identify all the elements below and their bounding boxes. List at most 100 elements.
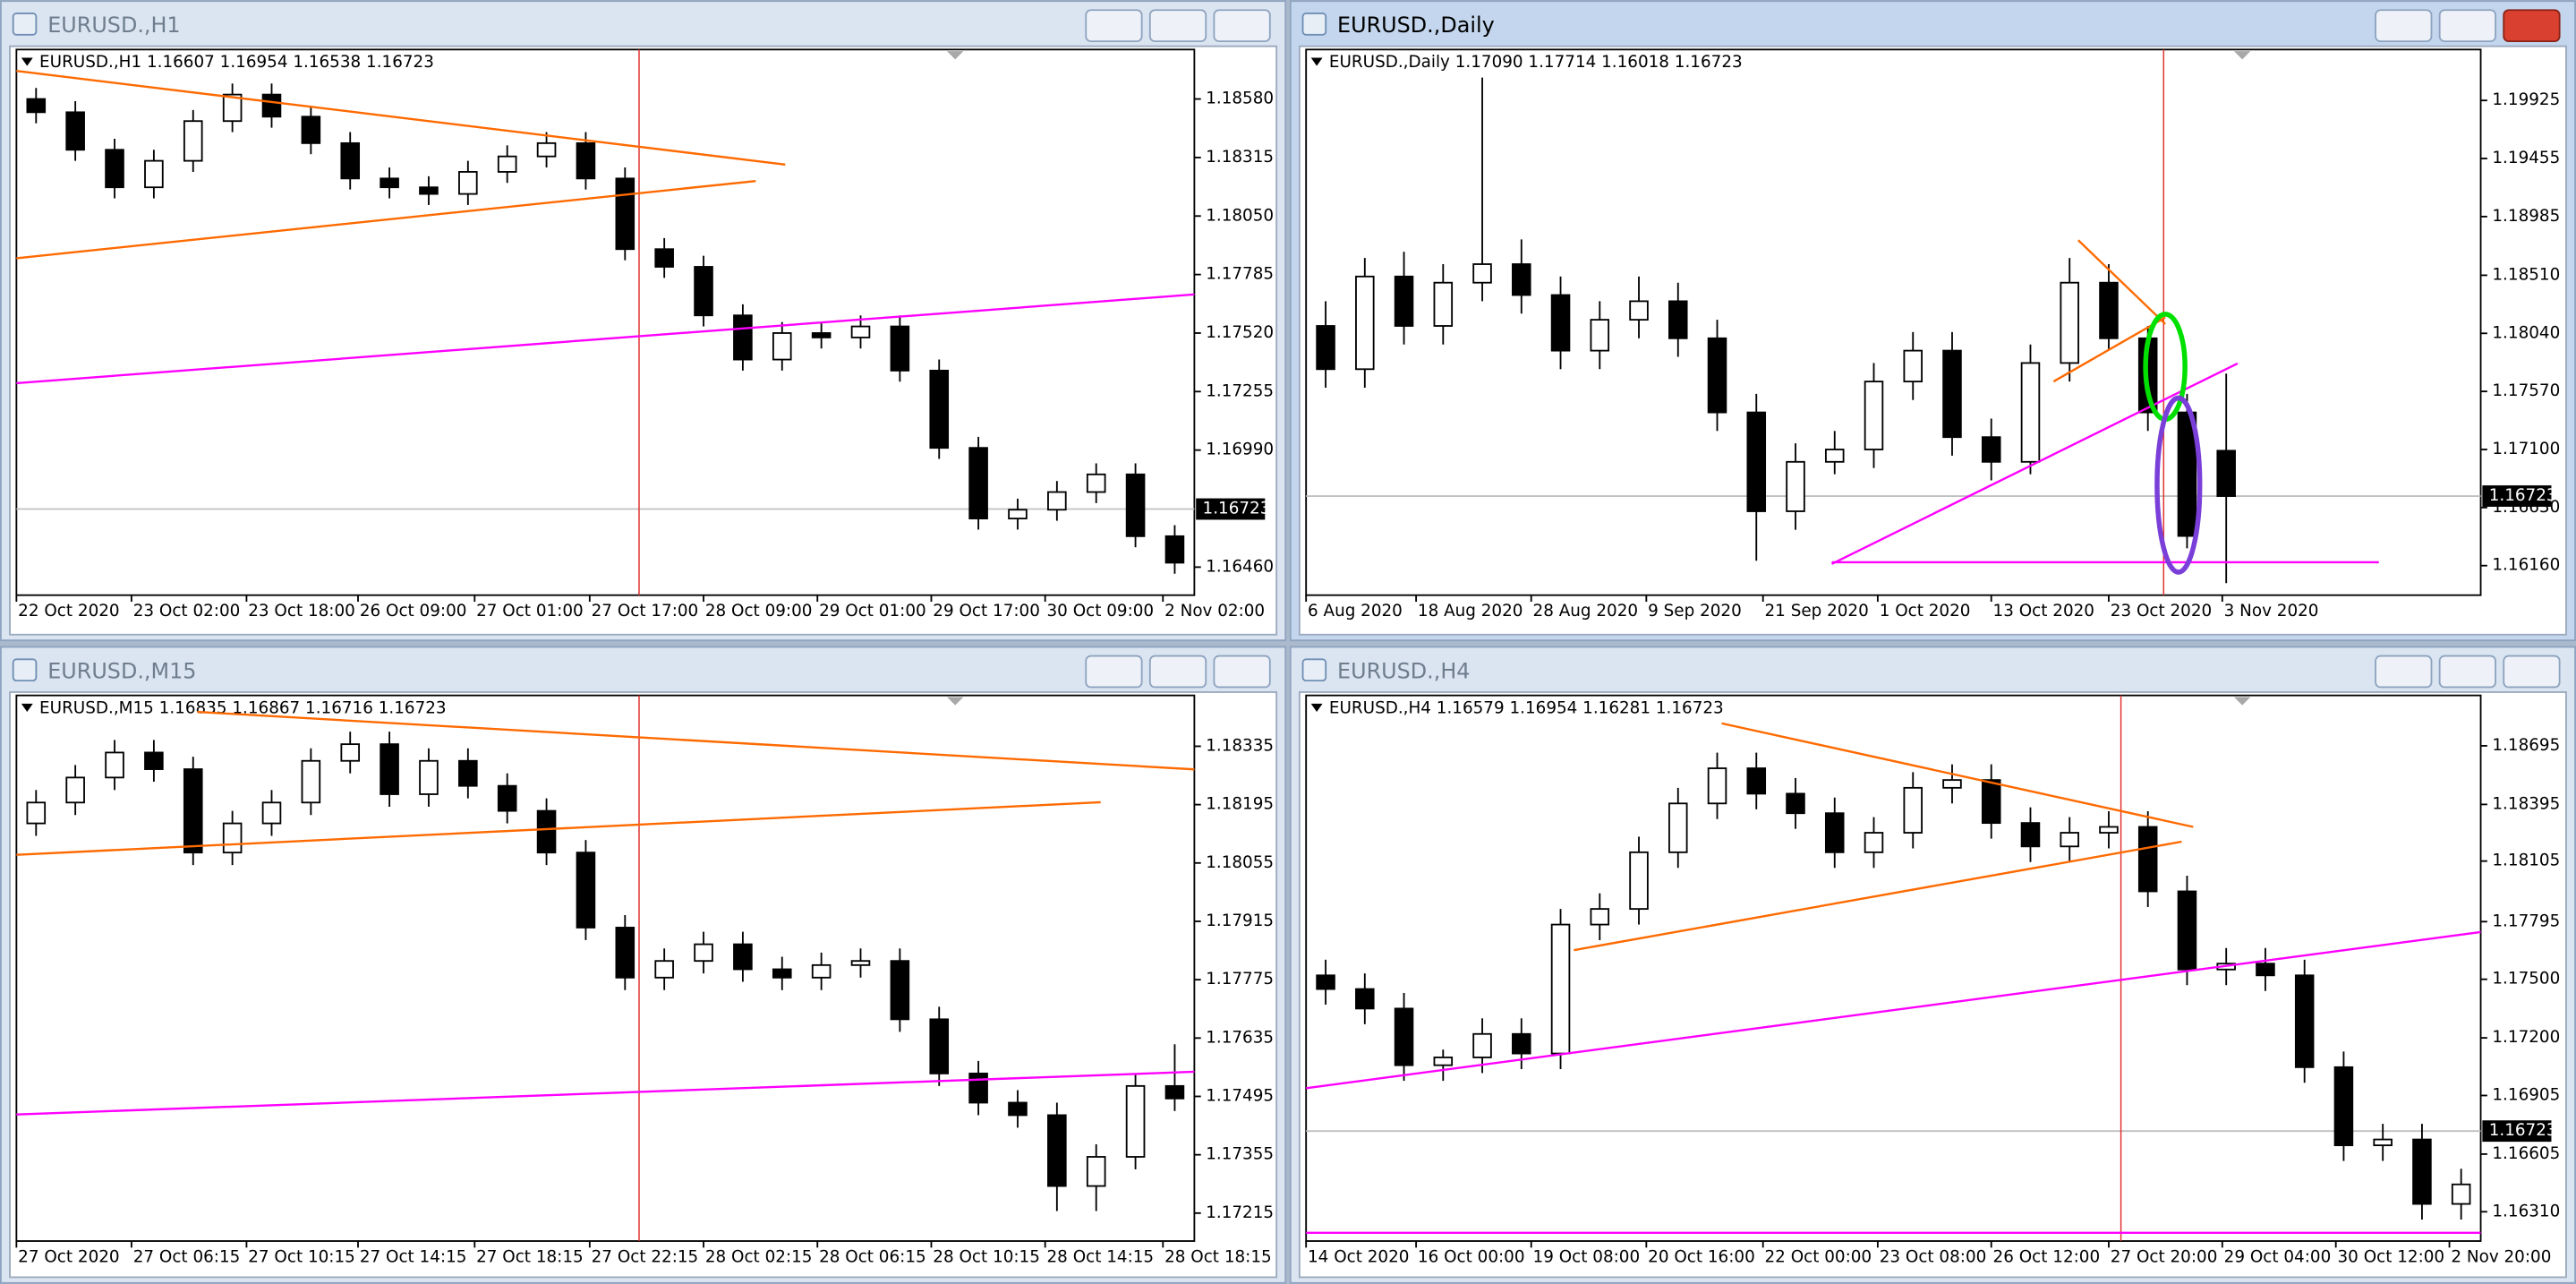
candle-body xyxy=(1668,300,1688,339)
candle-body xyxy=(1433,1057,1454,1066)
x-tick-label: 23 Oct 18:00 xyxy=(248,602,355,621)
candle-body xyxy=(183,120,203,162)
chart-header: EURUSD.,Daily 1.17090 1.17714 1.16018 1.… xyxy=(1329,53,1743,72)
close-button[interactable] xyxy=(2503,655,2561,689)
candle-body xyxy=(576,141,596,180)
candle-body xyxy=(419,186,439,195)
candle-body xyxy=(615,177,635,251)
candle-body xyxy=(2177,411,2197,537)
candle-body xyxy=(733,314,753,361)
maximize-button[interactable] xyxy=(1148,9,1207,43)
candle-body xyxy=(1394,1007,1414,1066)
candle-body xyxy=(1903,349,1923,383)
chart-header: EURUSD.,H4 1.16579 1.16954 1.16281 1.167… xyxy=(1329,698,1724,717)
candle-body xyxy=(1355,988,1375,1010)
candle-body xyxy=(1512,263,1531,296)
x-tick-label: 9 Sep 2020 xyxy=(1648,602,1742,621)
minimize-button[interactable] xyxy=(1085,655,1143,689)
user-drawings xyxy=(16,49,2481,1242)
candle-body xyxy=(1629,851,1649,911)
candle-body xyxy=(929,369,950,449)
x-tick-label: 27 Oct 2020 xyxy=(18,1247,119,1266)
x-tick-label: 23 Oct 08:00 xyxy=(1880,1247,1987,1266)
candle-body xyxy=(1824,449,1845,463)
minimize-button[interactable] xyxy=(2375,9,2433,43)
x-tick-label: 16 Oct 00:00 xyxy=(1418,1247,1525,1266)
candle-body xyxy=(2216,449,2236,497)
candle-body xyxy=(654,960,674,979)
y-tick-label: 1.18315 xyxy=(1206,148,1274,167)
candle-body xyxy=(1746,767,1767,795)
candle-body xyxy=(536,809,557,854)
x-tick-label: 21 Sep 2020 xyxy=(1765,602,1869,621)
candle-body xyxy=(301,116,321,144)
candle-body xyxy=(576,852,596,929)
plot-area xyxy=(15,694,1196,1242)
y-tick-label: 1.17570 xyxy=(2492,381,2560,400)
window-title: EURUSD.,Daily xyxy=(1337,13,1495,38)
candle-body xyxy=(2020,362,2041,463)
candle-body xyxy=(1164,535,1185,564)
candle-body xyxy=(654,248,674,268)
candle-body xyxy=(458,759,478,787)
x-tick-label: 27 Oct 10:15 xyxy=(248,1247,355,1266)
y-tick-label: 1.18040 xyxy=(2492,323,2560,342)
candle-body xyxy=(340,743,361,762)
maximize-button[interactable] xyxy=(1148,655,1207,689)
bid-label: 1.16723 xyxy=(1203,500,1271,518)
window-icon xyxy=(12,13,38,36)
minimize-button[interactable] xyxy=(1085,9,1143,43)
maximize-button[interactable] xyxy=(2438,655,2496,689)
bid-tag xyxy=(1196,498,1266,520)
candle-body xyxy=(105,149,124,189)
candle-body xyxy=(1550,294,1571,352)
y-tick-label: 1.16605 xyxy=(2492,1144,2560,1163)
candle-body xyxy=(1512,1032,1531,1055)
x-tick-label: 26 Oct 12:00 xyxy=(1993,1247,2101,1266)
candle-body xyxy=(1629,300,1649,321)
bid-label: 1.16723 xyxy=(2489,1121,2557,1140)
x-tick-label: 27 Oct 18:15 xyxy=(476,1247,584,1266)
window-title: EURUSD.,H4 xyxy=(1337,658,1470,683)
x-tick-label: 27 Oct 06:15 xyxy=(133,1247,241,1266)
candle-body xyxy=(850,960,871,966)
candle-body xyxy=(497,155,517,173)
x-tick-label: 2 Nov 20:00 xyxy=(2451,1247,2551,1266)
candle-body xyxy=(890,325,910,372)
x-tick-label: 1 Oct 2020 xyxy=(1880,602,1971,621)
candle-body xyxy=(222,93,243,123)
maximize-button[interactable] xyxy=(2438,9,2496,43)
x-tick-label: 22 Oct 00:00 xyxy=(1765,1247,1872,1266)
trendline xyxy=(16,179,756,260)
x-tick-label: 28 Oct 10:15 xyxy=(933,1247,1040,1266)
candle-body xyxy=(340,141,361,180)
window-icon xyxy=(12,658,38,682)
candle-body xyxy=(2412,1138,2432,1205)
close-button[interactable] xyxy=(1213,655,1271,689)
y-tick-label: 1.17635 xyxy=(1206,1028,1274,1047)
close-button[interactable] xyxy=(2503,9,2561,43)
candle-body xyxy=(1316,974,1335,990)
y-tick-label: 1.17500 xyxy=(2492,970,2560,989)
y-tick-label: 1.16310 xyxy=(2492,1202,2560,1220)
candle-body xyxy=(26,801,47,825)
bid-label: 1.16723 xyxy=(2489,486,2557,505)
candle-body xyxy=(65,111,85,151)
candle-body xyxy=(261,801,282,825)
candle-body xyxy=(1047,491,1067,511)
shift-marker xyxy=(947,51,964,60)
x-tick-label: 30 Oct 12:00 xyxy=(2338,1247,2445,1266)
highlight-ellipse xyxy=(2154,395,2203,575)
x-tick-label: 27 Oct 20:00 xyxy=(2111,1247,2218,1266)
y-tick-label: 1.16160 xyxy=(2492,556,2560,575)
x-tick-label: 27 Oct 14:15 xyxy=(360,1247,467,1266)
candle-body xyxy=(1981,779,2001,825)
y-tick-label: 1.18580 xyxy=(1206,90,1274,108)
minimize-button[interactable] xyxy=(2375,655,2433,689)
candle-body xyxy=(26,98,47,114)
candle-body xyxy=(301,759,321,804)
close-button[interactable] xyxy=(1213,9,1271,43)
shift-marker xyxy=(2233,697,2251,706)
candle-body xyxy=(1590,319,1610,352)
